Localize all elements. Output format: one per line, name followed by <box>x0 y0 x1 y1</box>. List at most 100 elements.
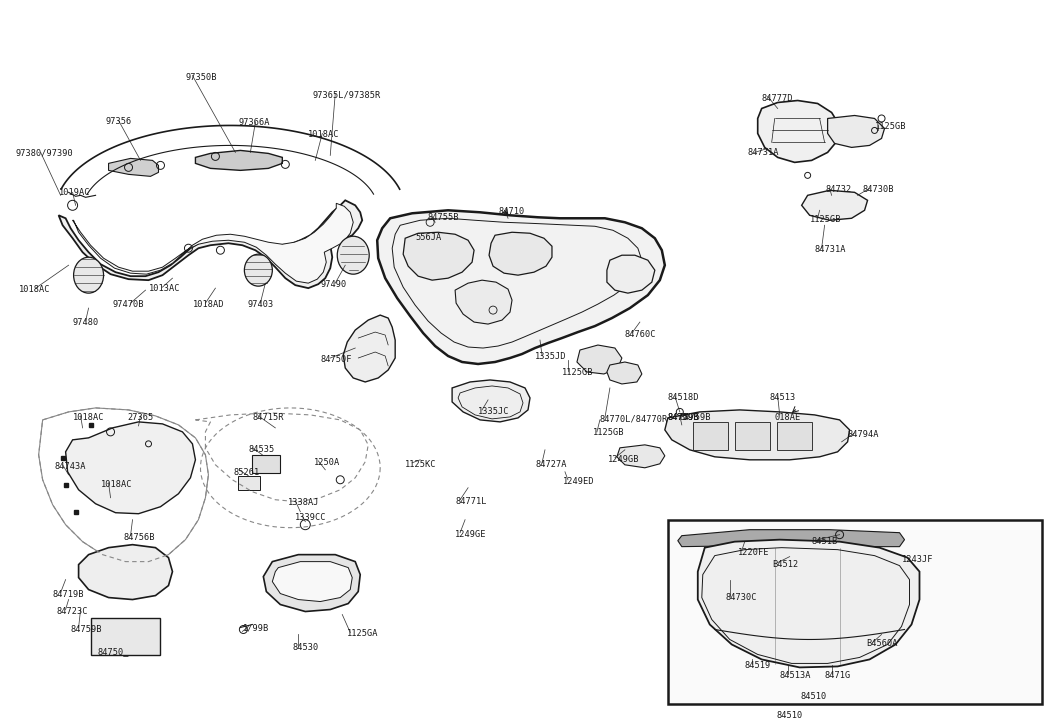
Text: 1243JF: 1243JF <box>901 555 933 563</box>
Bar <box>90 617 161 656</box>
Text: 84530: 84530 <box>292 643 319 652</box>
Text: 97470B: 97470B <box>113 300 145 309</box>
Polygon shape <box>678 530 905 547</box>
Text: 1018AC: 1018AC <box>19 285 50 294</box>
Ellipse shape <box>244 254 272 286</box>
Text: 84731A: 84731A <box>814 245 846 254</box>
Polygon shape <box>617 445 664 467</box>
Text: 84759B: 84759B <box>668 413 699 422</box>
Text: 97365L/97385R: 97365L/97385R <box>313 91 381 100</box>
Polygon shape <box>758 100 840 162</box>
Polygon shape <box>828 116 884 148</box>
Text: 1339CC: 1339CC <box>296 513 326 522</box>
Text: 84710: 84710 <box>499 207 524 217</box>
Text: 1125KC: 1125KC <box>405 459 437 469</box>
Polygon shape <box>403 232 474 280</box>
Text: 97356: 97356 <box>105 118 132 126</box>
Text: 8451B: 8451B <box>812 537 838 546</box>
Text: 556JA: 556JA <box>416 233 441 242</box>
Polygon shape <box>272 562 352 601</box>
Text: 1018AD: 1018AD <box>192 300 224 309</box>
Text: 1249GB: 1249GB <box>608 455 640 464</box>
Text: 27365: 27365 <box>128 413 154 422</box>
Text: 018AE: 018AE <box>775 413 800 422</box>
Text: 1338AJ: 1338AJ <box>288 498 320 507</box>
Bar <box>735 422 770 450</box>
Text: 1125GB: 1125GB <box>593 428 624 437</box>
Text: 84743A: 84743A <box>54 462 86 471</box>
Text: 97366A: 97366A <box>238 119 270 127</box>
Polygon shape <box>697 539 919 667</box>
Polygon shape <box>607 255 655 293</box>
Text: 84759B: 84759B <box>680 413 711 422</box>
Text: 1/99B: 1/99B <box>243 624 270 632</box>
Text: 84519: 84519 <box>745 662 771 670</box>
Text: 1013AC: 1013AC <box>149 284 180 293</box>
Text: 84518D: 84518D <box>668 393 699 402</box>
Text: 8471G: 8471G <box>825 672 850 680</box>
Text: 84794A: 84794A <box>847 430 879 439</box>
Text: 84730B: 84730B <box>862 185 894 194</box>
Polygon shape <box>58 201 362 288</box>
Polygon shape <box>664 410 849 459</box>
Bar <box>238 475 260 490</box>
Polygon shape <box>264 555 360 611</box>
Text: 97490: 97490 <box>320 280 347 289</box>
Text: 1250A: 1250A <box>315 458 340 467</box>
Text: 84719B: 84719B <box>53 590 84 598</box>
Text: 1019AC: 1019AC <box>58 188 90 197</box>
Text: 84727A: 84727A <box>536 459 568 469</box>
Polygon shape <box>196 150 283 170</box>
Text: 84513A: 84513A <box>779 672 811 680</box>
Polygon shape <box>377 210 664 364</box>
Text: 84760C: 84760C <box>625 330 656 339</box>
Text: 84510: 84510 <box>800 692 827 702</box>
Text: 1249ED: 1249ED <box>563 477 594 486</box>
Polygon shape <box>452 380 530 422</box>
Text: 84771L: 84771L <box>455 497 487 506</box>
Polygon shape <box>108 158 158 177</box>
Text: 1125GB: 1125GB <box>562 368 593 377</box>
Text: 1018AC: 1018AC <box>101 480 132 489</box>
Text: 84535: 84535 <box>249 445 274 454</box>
Ellipse shape <box>337 236 369 274</box>
Text: 1018AC: 1018AC <box>308 130 340 140</box>
Polygon shape <box>343 315 395 382</box>
Text: 84755B: 84755B <box>427 213 458 222</box>
Bar <box>777 422 812 450</box>
Bar <box>693 422 728 450</box>
Text: 1125GB: 1125GB <box>810 215 841 225</box>
Text: 84756B: 84756B <box>123 533 155 542</box>
Text: 1125GA: 1125GA <box>348 630 378 638</box>
Polygon shape <box>66 422 196 514</box>
Bar <box>252 455 281 473</box>
Text: 84750F: 84750F <box>320 355 352 364</box>
Polygon shape <box>489 232 552 275</box>
Text: B4560A: B4560A <box>866 640 898 648</box>
Text: 84510: 84510 <box>777 711 803 720</box>
Text: B4512: B4512 <box>773 560 799 569</box>
Ellipse shape <box>73 257 103 293</box>
Text: 97480: 97480 <box>72 318 99 327</box>
Text: 1220FE: 1220FE <box>738 547 770 557</box>
Text: 84723C: 84723C <box>56 606 88 616</box>
Text: 84731A: 84731A <box>747 148 779 158</box>
Text: 84777D: 84777D <box>762 94 793 103</box>
Bar <box>668 520 1043 704</box>
Text: 84770L/84770R: 84770L/84770R <box>600 415 669 424</box>
Text: 1335JC: 1335JC <box>478 407 509 416</box>
Text: 84715R: 84715R <box>252 413 284 422</box>
Polygon shape <box>802 190 867 220</box>
Text: 1018AC: 1018AC <box>72 413 104 422</box>
Text: 97380/97390: 97380/97390 <box>16 148 73 158</box>
Text: 84759B: 84759B <box>70 624 102 633</box>
Polygon shape <box>455 280 512 324</box>
Polygon shape <box>607 362 642 384</box>
Text: 1125GB: 1125GB <box>875 122 906 132</box>
Text: 84513: 84513 <box>770 393 796 402</box>
Text: 1335JD: 1335JD <box>535 352 567 361</box>
Text: 84759B: 84759B <box>668 413 699 422</box>
Polygon shape <box>79 545 172 600</box>
Text: 84732: 84732 <box>826 185 851 194</box>
Text: 97350B: 97350B <box>185 73 217 81</box>
